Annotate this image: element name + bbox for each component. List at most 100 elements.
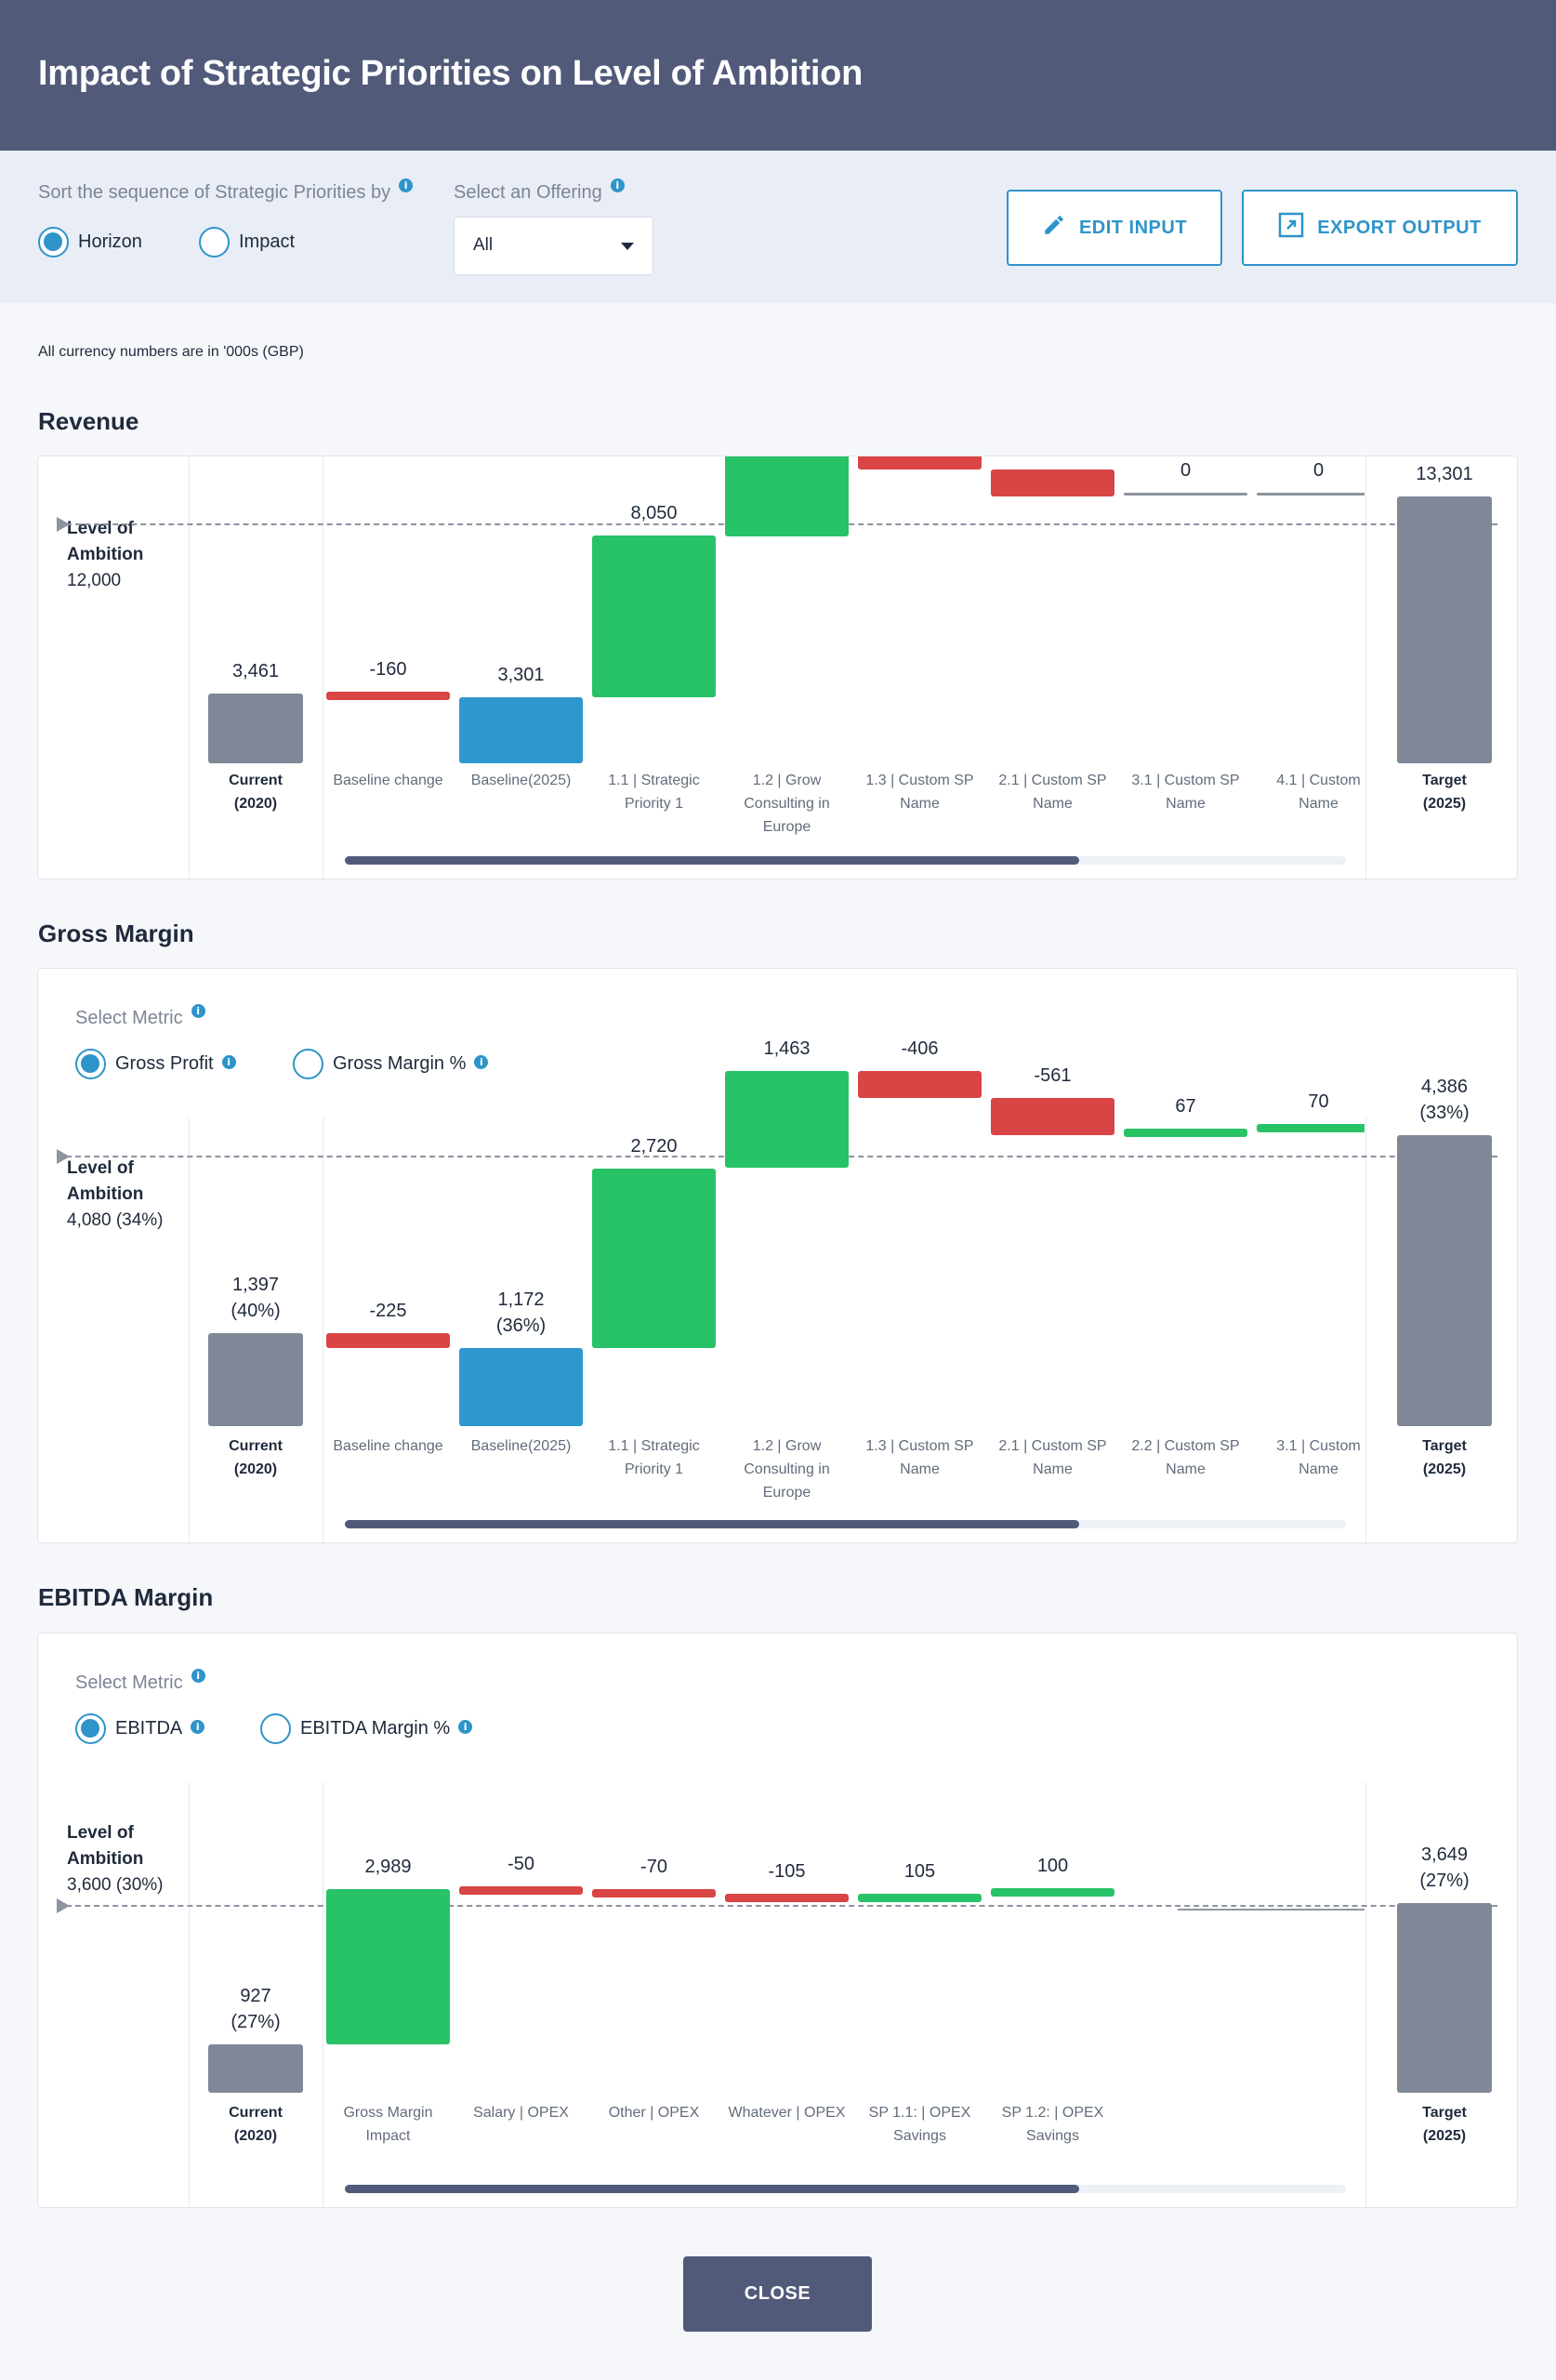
category-label: 2.1 | Custom SP Name (998, 1438, 1107, 1477)
waterfall-bar-total (208, 2044, 303, 2093)
currency-note: All currency numbers are in '000s (GBP) (38, 344, 304, 360)
category-label: SP 1.2: | OPEX Savings (1001, 2105, 1104, 2144)
waterfall-bar-increase (1124, 492, 1247, 496)
info-icon[interactable]: i (191, 1004, 205, 1018)
info-icon[interactable]: i (399, 178, 414, 192)
level-marker-icon (57, 1149, 70, 1165)
category-label: 1.2 | Grow Consulting in Europe (744, 1438, 830, 1501)
horizontal-scrollbar[interactable] (345, 1520, 1346, 1528)
revenue-title: Revenue (38, 407, 139, 435)
waterfall-bar-total (1397, 1902, 1492, 2093)
radio-unselected-icon (293, 1049, 323, 1079)
category-label: Current (2020) (229, 773, 283, 812)
panel-divider (1365, 456, 1366, 880)
info-icon[interactable]: i (191, 1669, 205, 1683)
metric-radio-gross-margin-pct[interactable]: Gross Margin % i (293, 1049, 489, 1079)
bar-value-label: -50 (508, 1853, 534, 1874)
scrollbar-thumb[interactable] (345, 2185, 1079, 2193)
info-icon[interactable]: i (610, 178, 625, 192)
scrollbar-thumb[interactable] (345, 1520, 1079, 1528)
waterfall-bar-decrease (991, 469, 1114, 497)
category-label: Other | OPEX (608, 2105, 700, 2121)
metric-radio-ebitda[interactable]: EBITDA i (75, 1713, 205, 1744)
bar-value-label: -406 (901, 1038, 939, 1060)
radio-unselected-icon (199, 227, 230, 258)
waterfall-bar-total (208, 1333, 303, 1426)
category-label: Current (2020) (229, 2105, 283, 2144)
caret-down-icon (621, 243, 634, 250)
pencil-icon (1042, 213, 1066, 243)
info-icon[interactable]: i (474, 1055, 489, 1069)
select-metric-label: Select Metric i (75, 1669, 205, 1694)
waterfall-bar-decrease (326, 691, 450, 700)
bar-value-label: -1,360 (974, 456, 1132, 460)
bar-value-label: -160 (369, 658, 407, 680)
bar-value-label: -561 (1034, 1065, 1072, 1087)
bar-value-label: 3,301 (497, 664, 545, 685)
sort-radio-horizon[interactable]: Horizon (38, 227, 142, 258)
ebitda-margin-title: EBITDA Margin (38, 1583, 214, 1611)
page-title: Impact of Strategic Priorities on Level … (38, 54, 863, 93)
radio-selected-icon (38, 227, 69, 258)
bar-value-label: 1,463 (763, 1038, 811, 1060)
category-label: Target (2025) (1422, 1438, 1467, 1477)
horizontal-scrollbar[interactable] (345, 856, 1346, 865)
category-label: 2.2 | Custom SP Name (1131, 1438, 1240, 1477)
export-icon (1278, 212, 1304, 244)
scrollbar-thumb[interactable] (345, 856, 1079, 865)
gross-margin-title: Gross Margin (38, 919, 194, 947)
info-icon[interactable]: i (221, 1055, 236, 1069)
level-of-ambition: Level of Ambition 4,080 (34%) (67, 1158, 164, 1230)
close-button[interactable]: CLOSE (683, 2256, 872, 2332)
export-output-button[interactable]: EXPORT OUTPUT (1242, 190, 1518, 266)
waterfall-bar-increase (1257, 1124, 1365, 1133)
bar-value-label: 2,720 (630, 1135, 678, 1157)
waterfall-bar-decrease (858, 456, 982, 470)
panel-divider (1365, 1117, 1366, 1544)
bar-value-label: -225 (369, 1301, 407, 1322)
radio-selected-icon (75, 1049, 106, 1079)
category-label: SP 1.1: | OPEX Savings (868, 2105, 971, 2144)
bar-value-label: 0 (1180, 459, 1192, 481)
waterfall-bar-total (208, 694, 303, 763)
select-metric-label: Select Metric i (75, 1004, 205, 1029)
bar-value-label: -105 (768, 1860, 806, 1882)
level-of-ambition-line (57, 1905, 1497, 1908)
sort-label: Sort the sequence of Strategic Prioritie… (38, 178, 414, 204)
bar-value-label: 1,397 (40%) (231, 1275, 281, 1322)
waterfall-bar-increase (1124, 1129, 1247, 1138)
bar-value-label: 0 (1312, 459, 1325, 481)
edit-input-button[interactable]: EDIT INPUT (1007, 190, 1222, 266)
level-marker-icon (57, 1898, 70, 1914)
category-label: Current (2020) (229, 1438, 283, 1477)
chart-scroll-area: -225 Baseline change 1,172 (36%) Baseline(20… (323, 969, 1365, 1544)
category-label: 3.1 | Custom SP Name (1131, 773, 1240, 812)
level-marker-icon (57, 516, 70, 532)
offering-select[interactable]: All (454, 217, 653, 275)
category-label: Baseline change (333, 1438, 443, 1454)
radio-unselected-icon (260, 1713, 291, 1744)
continue-arrow-icon (1178, 1909, 1365, 1911)
bar-value-label: 3,461 (231, 661, 280, 682)
panel-divider (189, 1782, 190, 2209)
info-icon[interactable]: i (458, 1720, 473, 1734)
waterfall-bar-decrease (326, 1333, 450, 1349)
horizontal-scrollbar[interactable] (345, 2185, 1346, 2193)
info-icon[interactable]: i (191, 1720, 205, 1734)
metric-radio-gross-profit[interactable]: Gross Profit i (75, 1049, 236, 1079)
waterfall-bar-total (1397, 1135, 1492, 1426)
sort-radio-impact[interactable]: Impact (199, 227, 295, 258)
controls-bar: Sort the sequence of Strategic Prioritie… (0, 151, 1556, 303)
metric-radio-ebitda-margin-pct[interactable]: EBITDA Margin % i (260, 1713, 473, 1744)
chart-scroll-area: -160 Baseline change 3,301 Baseline(2025) 8,… (323, 456, 1365, 880)
category-label: Salary | OPEX (473, 2105, 569, 2121)
bar-value-label: 927 (27%) (231, 1986, 281, 2033)
category-label: Baseline change (333, 773, 443, 788)
waterfall-bar-total (459, 1348, 583, 1426)
waterfall-bar-increase (991, 1888, 1114, 1897)
bar-value-label: 70 (1308, 1091, 1329, 1113)
waterfall-bar-increase (326, 1888, 450, 2045)
bar-value-label: 4,386 (33%) (1419, 1077, 1470, 1124)
gross-margin-chart-panel: Select Metric i Gross Profit i Gross Margi… (37, 968, 1518, 1544)
category-label: 3.1 | Custom Name (1276, 1438, 1361, 1477)
